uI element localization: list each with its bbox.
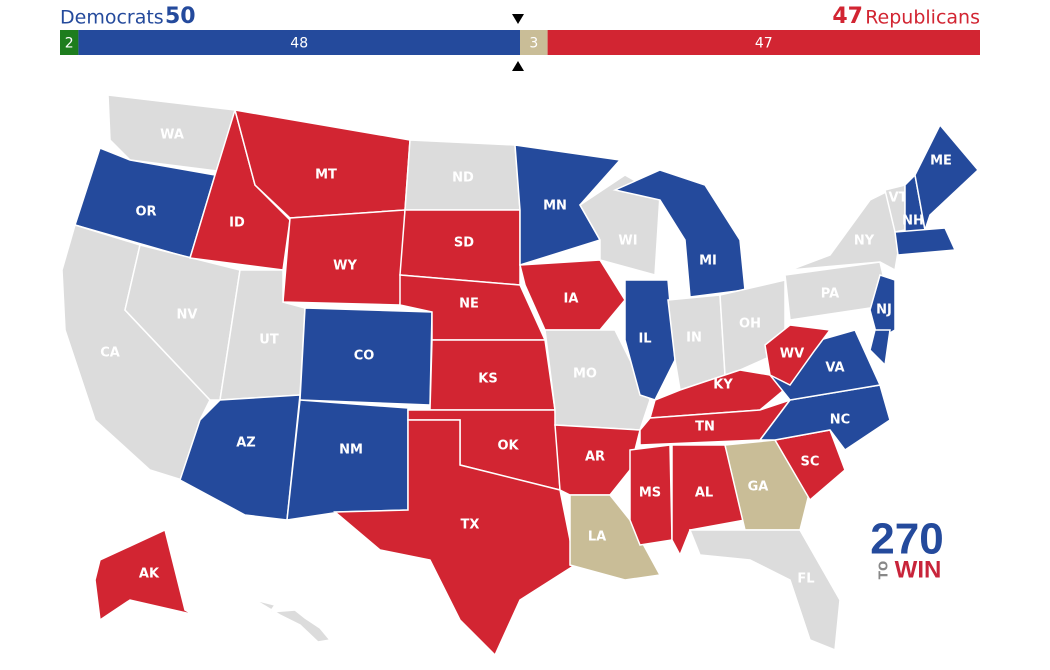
state <box>286 399 409 521</box>
state <box>688 529 841 652</box>
state-label: CA <box>100 346 120 361</box>
state-label: NY <box>854 234 875 249</box>
state-label: PA <box>821 287 839 302</box>
state-label: ID <box>229 216 245 231</box>
state-label: FL <box>797 572 814 587</box>
state-label: KY <box>713 378 733 393</box>
bar-segment <box>520 30 548 55</box>
state-label: MI <box>699 254 717 269</box>
state-label: WA <box>160 128 184 143</box>
state-label: ME <box>930 154 952 169</box>
logo-win: WIN <box>895 556 942 583</box>
bar-segment <box>547 30 980 55</box>
state-label: NE <box>459 297 479 312</box>
state <box>254 599 332 643</box>
state-label: OR <box>135 205 156 220</box>
state-label: ND <box>452 171 474 186</box>
state-label: OH <box>739 317 761 332</box>
bar-segment-label: 3 <box>529 36 538 52</box>
state-label: GA <box>748 480 769 495</box>
state-label: VA <box>825 361 844 376</box>
bar-segment-label: 47 <box>755 36 773 52</box>
state-label: NJ <box>876 303 892 318</box>
rep-label: Republicans <box>865 7 980 29</box>
states: WA OR CA NV ID MT WY UT AZ CO NM ND SD NE KS OK TX MN IA MO… <box>61 94 980 657</box>
bar-segment <box>60 30 79 55</box>
state <box>282 209 406 306</box>
state-label: KS <box>478 372 497 387</box>
state <box>569 494 662 581</box>
state-label: MS <box>639 486 661 501</box>
state-label: AK <box>139 567 160 582</box>
state-label: HI <box>314 641 330 656</box>
state-label: NC <box>830 413 850 428</box>
logo: 270 TO WIN <box>870 515 943 584</box>
state <box>914 123 980 231</box>
state-label: SD <box>454 236 474 251</box>
majority-marker-bottom <box>512 61 524 71</box>
state-label: SC <box>801 455 820 470</box>
state-label: WI <box>618 234 637 249</box>
state-label: VT <box>889 191 908 206</box>
rep-total: 47 <box>832 4 863 29</box>
logo-number: 270 <box>870 515 943 564</box>
bar-segment-label: 48 <box>290 36 308 52</box>
logo-to: TO <box>877 561 891 579</box>
state <box>894 227 957 256</box>
state <box>869 329 891 367</box>
state-label: IN <box>686 331 702 346</box>
state-label: TX <box>461 518 480 533</box>
state-label: IL <box>638 332 651 347</box>
state <box>629 444 673 546</box>
seat-bar: 2 48 3 47 <box>60 30 980 55</box>
state-label: NV <box>177 308 198 323</box>
state-label: LA <box>588 530 606 545</box>
state <box>764 324 832 386</box>
state-label: WV <box>780 347 804 362</box>
state-label: OK <box>497 439 519 454</box>
state-label: MO <box>573 367 597 382</box>
dem-total: 50 <box>165 4 196 29</box>
state-label: MT <box>315 168 337 183</box>
state-label: NM <box>339 443 363 458</box>
bar-segment-label: 2 <box>65 36 74 52</box>
state <box>579 174 661 276</box>
state-label: MN <box>543 199 567 214</box>
state <box>789 188 901 272</box>
state-label: IA <box>564 292 579 307</box>
state <box>94 528 241 641</box>
state-label: CO <box>354 349 375 364</box>
state <box>624 279 676 401</box>
state-label: NH <box>902 214 924 229</box>
majority-marker-top <box>512 14 524 24</box>
state <box>124 244 241 401</box>
state <box>333 419 576 657</box>
state-label: AR <box>585 450 605 465</box>
bar-segment <box>78 30 521 55</box>
state-label: AL <box>695 486 713 501</box>
state-label: TN <box>695 420 715 435</box>
state <box>107 94 236 173</box>
dem-label: Democrats <box>60 7 164 29</box>
state-label: AZ <box>236 436 256 451</box>
state-label: WY <box>333 259 357 274</box>
state-label: UT <box>259 333 279 348</box>
